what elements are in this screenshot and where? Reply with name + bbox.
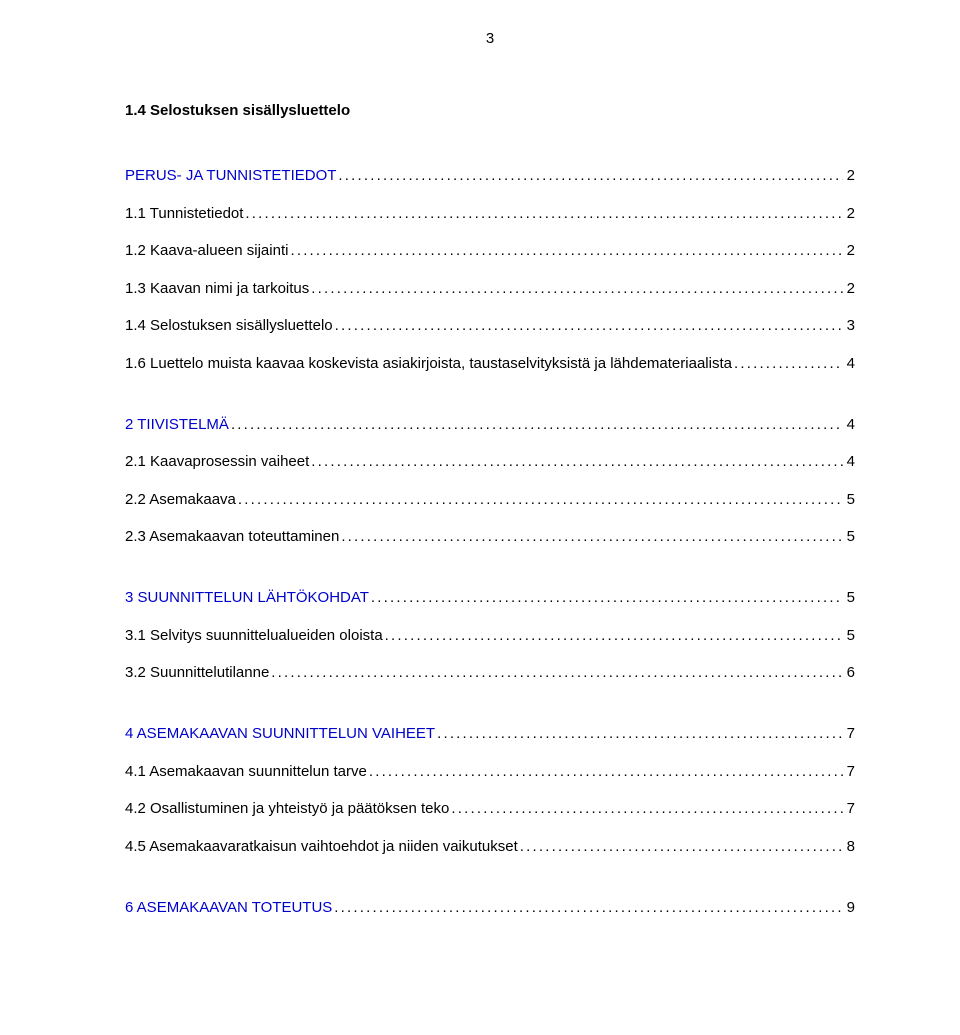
toc-row: PERUS- JA TUNNISTETIEDOT 2 xyxy=(125,167,855,184)
toc-leader xyxy=(520,838,843,855)
toc-page-number: 5 xyxy=(845,627,855,644)
toc-row: 1.3 Kaavan nimi ja tarkoitus 2 xyxy=(125,280,855,297)
toc-leader xyxy=(338,167,842,184)
toc-row: 2.2 Asemakaava 5 xyxy=(125,491,855,508)
toc-page-number: 4 xyxy=(845,416,855,433)
toc-label: 4.2 Osallistuminen ja yhteistyö ja päätö… xyxy=(125,800,449,817)
toc-page-number: 3 xyxy=(845,317,855,334)
toc-page-number: 2 xyxy=(845,242,855,259)
toc-label: 1.3 Kaavan nimi ja tarkoitus xyxy=(125,280,309,297)
document-page: 3 1.4 Selostuksen sisällysluettelo PERUS… xyxy=(0,0,960,1035)
toc-label: 2.2 Asemakaava xyxy=(125,491,236,508)
toc-page-number: 2 xyxy=(845,280,855,297)
toc-leader xyxy=(734,355,843,372)
toc-page-number: 7 xyxy=(845,763,855,780)
toc-row: 1.6 Luettelo muista kaavaa koskevista as… xyxy=(125,355,855,372)
toc-page-number: 2 xyxy=(845,205,855,222)
toc-page-number: 7 xyxy=(845,725,855,742)
toc-leader xyxy=(437,725,843,742)
toc-row: 1.2 Kaava-alueen sijainti 2 xyxy=(125,242,855,259)
toc-row: 3.2 Suunnittelutilanne 6 xyxy=(125,664,855,681)
toc-label: 1.4 Selostuksen sisällysluettelo xyxy=(125,317,333,334)
toc-list: PERUS- JA TUNNISTETIEDOT21.1 Tunnistetie… xyxy=(125,167,855,916)
toc-page-number: 5 xyxy=(845,528,855,545)
toc-page-number: 2 xyxy=(845,167,855,184)
toc-link[interactable]: 3 SUUNNITTELUN LÄHTÖKOHDAT xyxy=(125,589,369,606)
toc-link[interactable]: 2 TIIVISTELMÄ xyxy=(125,416,229,433)
toc-page-number: 4 xyxy=(845,453,855,470)
toc-row: 3.1 Selvitys suunnittelualueiden oloista… xyxy=(125,627,855,644)
toc-row: 2.3 Asemakaavan toteuttaminen 5 xyxy=(125,528,855,545)
toc-page-number: 7 xyxy=(845,800,855,817)
toc-label: 3.1 Selvitys suunnittelualueiden oloista xyxy=(125,627,383,644)
toc-leader xyxy=(334,899,842,916)
toc-page-number: 4 xyxy=(845,355,855,372)
toc-label: 4.1 Asemakaavan suunnittelun tarve xyxy=(125,763,367,780)
toc-page-number: 5 xyxy=(845,491,855,508)
toc-leader xyxy=(385,627,843,644)
toc-leader xyxy=(311,280,842,297)
toc-row: 4 ASEMAKAAVAN SUUNNITTELUN VAIHEET 7 xyxy=(125,725,855,742)
toc-label: 1.1 Tunnistetiedot xyxy=(125,205,243,222)
toc-row: 2 TIIVISTELMÄ 4 xyxy=(125,416,855,433)
toc-row: 2.1 Kaavaprosessin vaiheet 4 xyxy=(125,453,855,470)
toc-label: 1.2 Kaava-alueen sijainti xyxy=(125,242,288,259)
toc-leader xyxy=(341,528,842,545)
toc-leader xyxy=(335,317,843,334)
toc-label: 4.5 Asemakaavaratkaisun vaihtoehdot ja n… xyxy=(125,838,518,855)
toc-leader xyxy=(311,453,842,470)
toc-label: 1.6 Luettelo muista kaavaa koskevista as… xyxy=(125,355,732,372)
toc-label: 2.3 Asemakaavan toteuttaminen xyxy=(125,528,339,545)
toc-leader xyxy=(451,800,842,817)
toc-leader xyxy=(371,589,843,606)
toc-link[interactable]: 6 ASEMAKAAVAN TOTEUTUS xyxy=(125,899,332,916)
toc-row: 4.2 Osallistuminen ja yhteistyö ja päätö… xyxy=(125,800,855,817)
toc-page-number: 6 xyxy=(845,664,855,681)
toc-leader xyxy=(245,205,842,222)
toc-leader xyxy=(369,763,843,780)
toc-leader xyxy=(290,242,842,259)
toc-label: 2.1 Kaavaprosessin vaiheet xyxy=(125,453,309,470)
toc-label: 3.2 Suunnittelutilanne xyxy=(125,664,269,681)
toc-page-number: 9 xyxy=(845,899,855,916)
toc-link[interactable]: PERUS- JA TUNNISTETIEDOT xyxy=(125,167,336,184)
toc-leader xyxy=(238,491,843,508)
toc-row: 6 ASEMAKAAVAN TOTEUTUS 9 xyxy=(125,899,855,916)
toc-row: 4.5 Asemakaavaratkaisun vaihtoehdot ja n… xyxy=(125,838,855,855)
toc-row: 1.4 Selostuksen sisällysluettelo 3 xyxy=(125,317,855,334)
toc-row: 4.1 Asemakaavan suunnittelun tarve 7 xyxy=(125,763,855,780)
toc-page-number: 8 xyxy=(845,838,855,855)
toc-leader xyxy=(231,416,843,433)
section-title: 1.4 Selostuksen sisällysluettelo xyxy=(125,102,855,119)
toc-leader xyxy=(271,664,842,681)
toc-link[interactable]: 4 ASEMAKAAVAN SUUNNITTELUN VAIHEET xyxy=(125,725,435,742)
page-number: 3 xyxy=(125,30,855,47)
toc-page-number: 5 xyxy=(845,589,855,606)
toc-row: 3 SUUNNITTELUN LÄHTÖKOHDAT 5 xyxy=(125,589,855,606)
toc-row: 1.1 Tunnistetiedot 2 xyxy=(125,205,855,222)
